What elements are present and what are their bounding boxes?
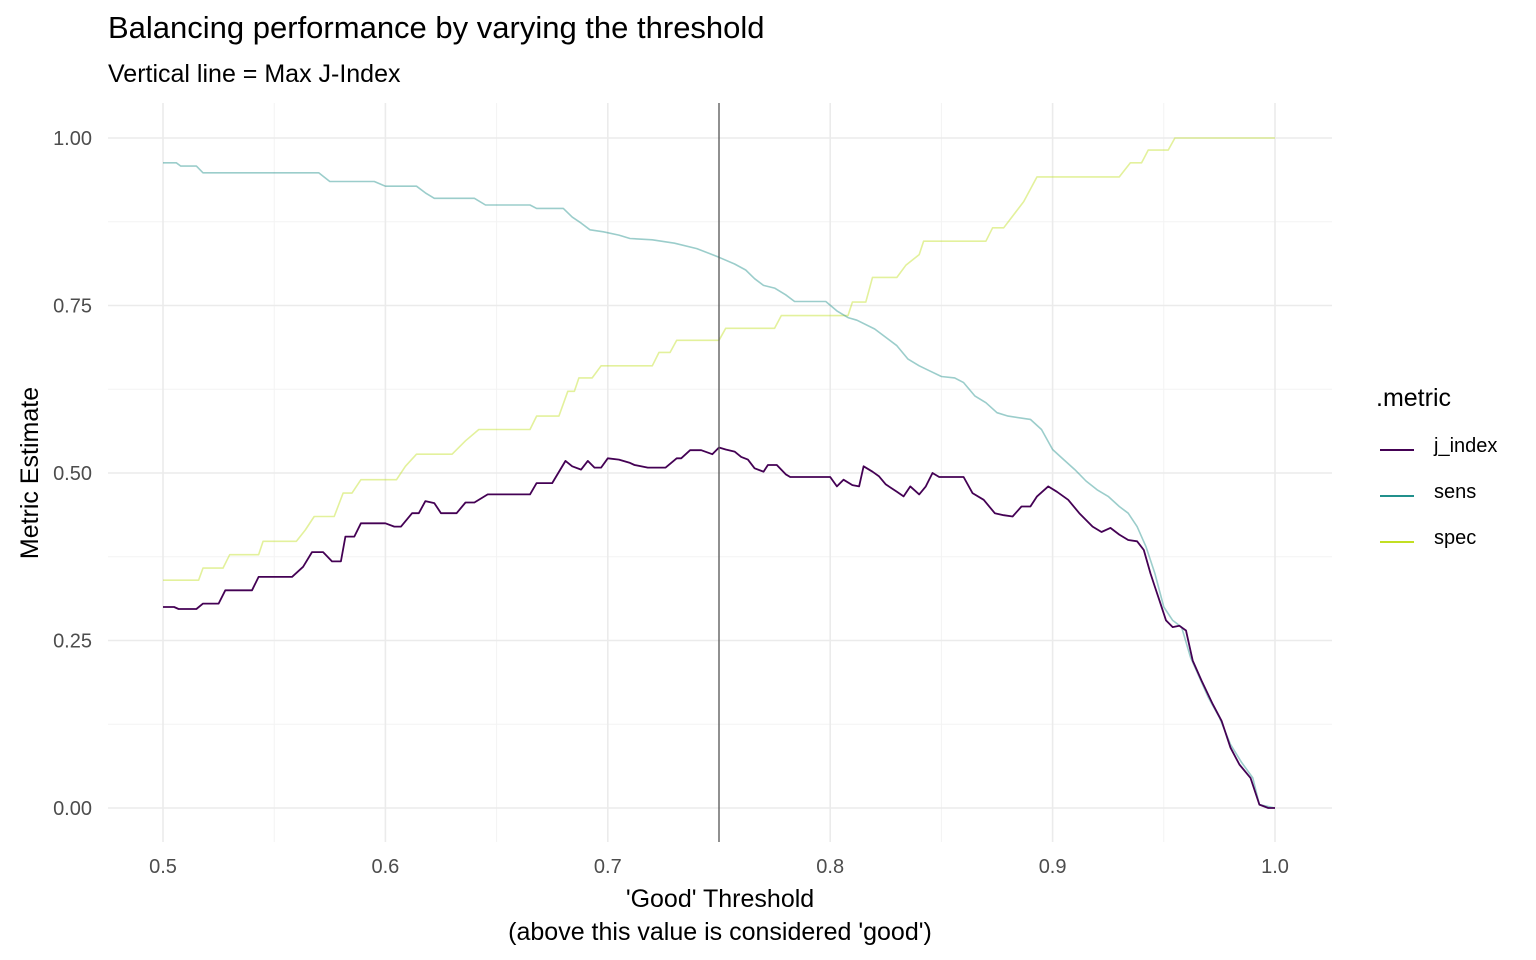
y-tick-label: 1.00 bbox=[53, 128, 92, 150]
chart-title: Balancing performance by varying the thr… bbox=[108, 10, 765, 45]
series-line-j-index bbox=[163, 446, 1275, 809]
legend-label-spec: spec bbox=[1434, 527, 1477, 549]
axis-tick-labels: 0.5 0.6 0.7 0.8 0.9 1.0 0.00 0.25 0.50 0.75 1.00 bbox=[53, 128, 1289, 878]
major-gridlines bbox=[108, 103, 1332, 842]
legend-label-sens: sens bbox=[1434, 481, 1477, 503]
x-axis-title: 'Good' Threshold bbox=[626, 885, 814, 913]
x-tick-label: 0.5 bbox=[149, 856, 177, 878]
series-line-sens bbox=[163, 162, 1276, 809]
legend-item-sens: sens bbox=[1376, 473, 1526, 519]
legend-key-spec bbox=[1380, 541, 1414, 543]
y-tick-label: 0.25 bbox=[53, 631, 92, 653]
legend-item-spec: spec bbox=[1376, 519, 1526, 565]
legend-key-sens bbox=[1380, 495, 1414, 497]
legend: .metric j_index sens spec bbox=[1376, 384, 1526, 565]
y-tick-label: 0.50 bbox=[53, 463, 92, 485]
y-axis-title: Metric Estimate bbox=[16, 387, 44, 559]
legend-title: .metric bbox=[1376, 384, 1451, 412]
x-tick-label: 0.7 bbox=[594, 856, 622, 878]
x-tick-label: 0.9 bbox=[1039, 856, 1067, 878]
y-tick-label: 0.00 bbox=[53, 798, 92, 820]
x-axis-subtitle: (above this value is considered 'good') bbox=[508, 918, 932, 946]
series-line-spec bbox=[163, 137, 1275, 581]
x-tick-label: 0.8 bbox=[816, 856, 844, 878]
minor-gridlines bbox=[108, 103, 1332, 842]
legend-key-j-index bbox=[1380, 449, 1414, 451]
legend-label-j-index: j_index bbox=[1434, 435, 1498, 457]
x-tick-label: 1.0 bbox=[1261, 856, 1289, 878]
series-lines bbox=[163, 137, 1276, 809]
x-tick-label: 0.6 bbox=[371, 856, 399, 878]
chart-subtitle: Vertical line = Max J-Index bbox=[108, 60, 401, 88]
legend-item-j-index: j_index bbox=[1376, 427, 1526, 473]
y-tick-label: 0.75 bbox=[53, 296, 92, 318]
